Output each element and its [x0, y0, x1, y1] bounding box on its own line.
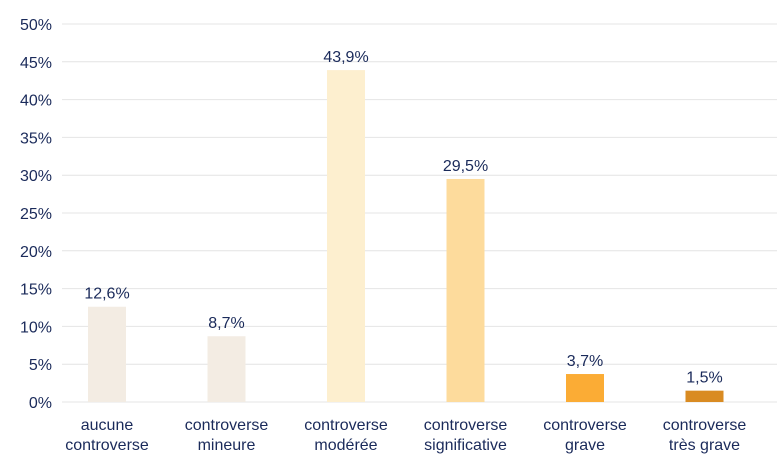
x-category-label: controverse très grave [663, 417, 747, 454]
x-category-label: controverse mineure [185, 417, 269, 454]
y-tick-label: 10% [20, 319, 52, 336]
y-tick-label: 0% [29, 395, 52, 412]
x-category-label-line: mineure [198, 437, 256, 454]
bar [88, 306, 126, 402]
bar [566, 374, 604, 402]
bars [88, 70, 724, 402]
y-tick-label: 50% [20, 17, 52, 34]
x-category-label-line: controverse [185, 417, 269, 434]
x-category-label: controverse grave [543, 417, 627, 454]
x-category-label-line: controverse [663, 417, 747, 434]
y-tick-label: 15% [20, 282, 52, 299]
y-tick-label: 40% [20, 93, 52, 110]
y-tick-label: 30% [20, 168, 52, 185]
data-label: 12,6% [84, 286, 129, 303]
bar [207, 336, 246, 402]
data-label: 3,7% [567, 353, 603, 370]
y-tick-label: 5% [29, 357, 52, 374]
data-label: 1,5% [686, 370, 722, 387]
bar [446, 178, 485, 402]
x-category-label-line: controverse [65, 437, 149, 454]
x-category-label: aucune controverse [65, 417, 149, 454]
x-category-label-line: grave [565, 437, 605, 454]
data-label: 8,7% [208, 315, 244, 332]
x-category-label-line: aucune [81, 417, 134, 434]
data-label: 43,9% [323, 49, 368, 66]
x-category-label-line: controverse [424, 417, 508, 434]
x-category-label-line: controverse [543, 417, 627, 434]
gridlines [62, 23, 777, 403]
y-tick-label: 25% [20, 206, 52, 223]
data-label: 29,5% [443, 158, 488, 175]
x-category-label: controverse significative [424, 417, 508, 454]
x-category-label-line: très grave [669, 437, 740, 454]
y-tick-label: 45% [20, 55, 52, 72]
y-axis-tick-labels: 0% 5% 10% 15% 20% 25% 30% 35% 40% 45% 50% [20, 17, 52, 412]
data-labels: 12,6% 8,7% 43,9% 29,5% 3,7% 1,5% [84, 49, 722, 387]
x-category-label-line: controverse [304, 417, 388, 434]
bar [327, 70, 365, 402]
bar [685, 390, 724, 402]
x-category-label-line: significative [424, 437, 507, 454]
y-tick-label: 35% [20, 130, 52, 147]
x-category-label: controverse modérée [304, 417, 388, 454]
x-category-label-line: modérée [314, 437, 377, 454]
y-tick-label: 20% [20, 244, 52, 261]
